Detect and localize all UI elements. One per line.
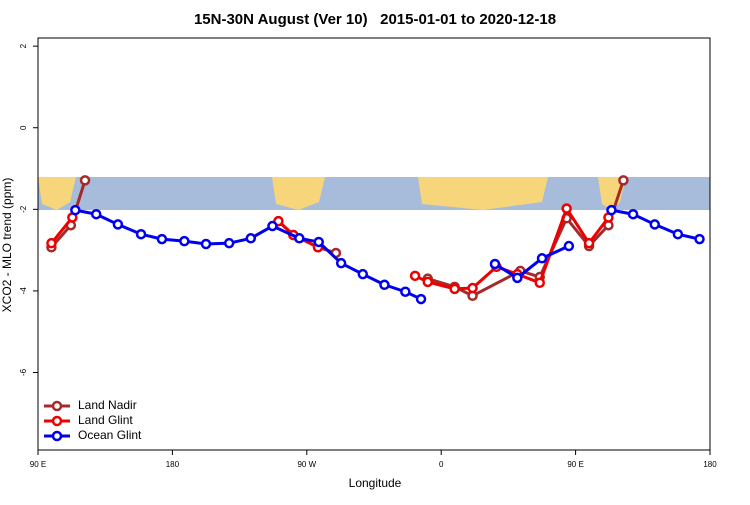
data-point xyxy=(536,253,548,264)
x-tick-label: 90 W xyxy=(297,460,316,469)
data-point xyxy=(606,204,617,216)
data-point xyxy=(467,282,478,294)
data-point xyxy=(79,175,91,186)
legend-marker xyxy=(51,430,63,442)
data-point xyxy=(70,204,81,216)
map-land xyxy=(38,177,76,210)
data-point xyxy=(694,233,705,245)
x-tick-label: 180 xyxy=(703,460,717,469)
legend-label: Land Nadir xyxy=(78,398,137,412)
data-point xyxy=(415,293,427,305)
y-tick-label: 2 xyxy=(19,43,28,48)
x-axis-label: Longitude xyxy=(349,476,402,490)
x-tick-label: 180 xyxy=(166,460,180,469)
y-tick-label: 0 xyxy=(19,125,28,130)
y-tick-label: -4 xyxy=(19,287,28,295)
data-point xyxy=(649,219,660,230)
data-point xyxy=(422,276,434,288)
data-point xyxy=(561,203,572,214)
data-point xyxy=(563,240,575,252)
data-point xyxy=(357,268,369,280)
y-tick-label: -2 xyxy=(19,205,28,213)
legend-label: Land Glint xyxy=(78,413,133,427)
map-land xyxy=(272,177,325,210)
data-point xyxy=(583,237,595,249)
map-land xyxy=(418,177,548,210)
data-point xyxy=(379,279,390,291)
data-point xyxy=(267,220,278,232)
data-point xyxy=(313,236,324,248)
data-point xyxy=(534,277,546,289)
y-tick-label: -6 xyxy=(19,368,28,376)
map-ocean xyxy=(38,177,710,210)
data-point xyxy=(672,228,684,240)
data-point xyxy=(135,228,147,240)
x-tick-label: 0 xyxy=(439,460,444,469)
data-point xyxy=(449,283,460,295)
data-point xyxy=(179,235,190,247)
x-tick-label: 90 E xyxy=(30,460,46,469)
data-point xyxy=(618,175,629,186)
data-point xyxy=(200,238,212,250)
data-point xyxy=(335,257,347,269)
data-point xyxy=(90,208,102,220)
data-point xyxy=(489,258,501,270)
data-point xyxy=(156,233,168,245)
legend-marker xyxy=(51,400,63,412)
plot-frame xyxy=(37,37,711,451)
data-point xyxy=(409,270,421,282)
y-axis-label: XCO2 - MLO trend (ppm) xyxy=(0,178,14,313)
x-tick-label: 90 E xyxy=(567,460,583,469)
data-point xyxy=(46,237,57,249)
data-point xyxy=(627,208,639,220)
data-point xyxy=(223,237,235,249)
data-point xyxy=(512,272,523,284)
map-strip xyxy=(38,177,710,210)
map-land xyxy=(598,177,626,210)
legend-marker xyxy=(51,415,63,427)
legend-label: Ocean Glint xyxy=(78,428,142,442)
data-point xyxy=(112,219,124,230)
chart-title: 15N-30N August (Ver 10) 2015-01-01 to 20… xyxy=(194,11,556,28)
data-point xyxy=(245,233,257,244)
data-point xyxy=(400,286,411,297)
data-point xyxy=(294,233,305,244)
